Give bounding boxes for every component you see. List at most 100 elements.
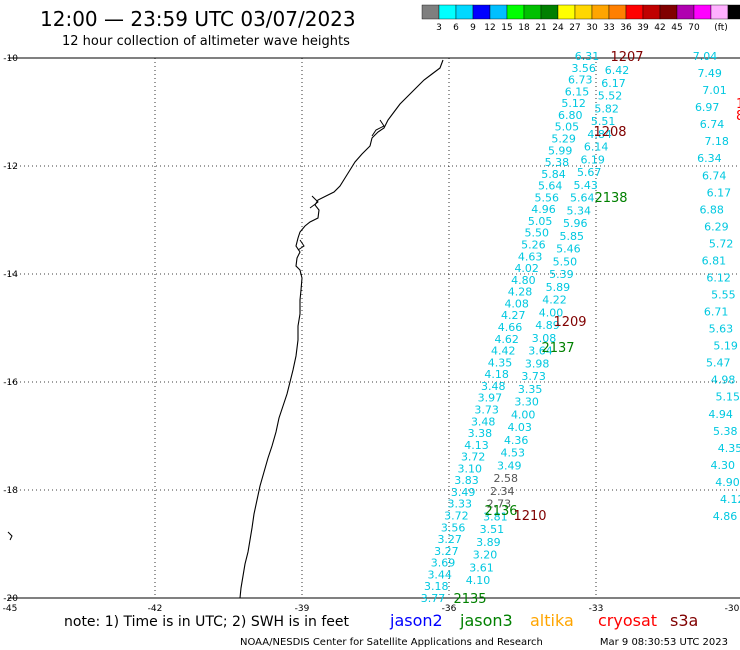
wave-height-value: 3.08 [532, 332, 557, 345]
colorbar-swatch [455, 4, 474, 20]
colorbar-label: 24 [552, 23, 564, 33]
wave-height-value: 4.42 [491, 345, 516, 358]
wave-height-value: 5.51 [591, 115, 616, 128]
wave-height-value: 5.67 [577, 166, 602, 179]
wave-height-value: 6.31 [575, 50, 600, 63]
wave-height-value: 6.74 [700, 118, 725, 131]
colorbar-swatch [489, 4, 508, 20]
colorbar-swatch [540, 4, 559, 20]
wave-height-value: 4.62 [494, 333, 519, 346]
wave-height-colorbar: 3 6 9 12 15 18 21 24 27 30 33 36 39 42 45 70 (ft) [421, 4, 740, 33]
wave-height-value: 4.00 [511, 408, 536, 421]
wave-height-value: 3.30 [514, 396, 539, 409]
legend-jason3: jason3 [459, 611, 513, 630]
wave-height-value: 4.89 [535, 319, 560, 332]
colorbar-swatch [710, 4, 729, 20]
colorbar-swatch [574, 4, 593, 20]
colorbar-swatch [523, 4, 542, 20]
latitude-label: -16 [3, 378, 18, 388]
pass-time-label: 2135 [453, 592, 486, 607]
wave-height-value: 3.44 [427, 568, 452, 581]
wave-height-value: 3.69 [431, 557, 456, 570]
wave-height-value: 5.82 [594, 102, 619, 115]
wave-height-value: 3.73 [474, 404, 499, 417]
coastline-inlet [297, 119, 385, 251]
wave-height-value: 5.39 [549, 268, 574, 281]
wave-height-value: 2.73 [487, 498, 512, 511]
wave-height-value: 5.38 [713, 425, 738, 438]
colorbar-swatch [642, 4, 661, 20]
wave-height-value: 4.18 [484, 368, 509, 381]
wave-height-value: 4.80 [511, 274, 536, 287]
latitude-label: -14 [3, 270, 18, 280]
latitude-label: -18 [3, 486, 18, 496]
pass-time-label: 1208 [593, 125, 626, 140]
wave-height-value: 3.64 [528, 345, 553, 358]
edge-mark: 8 [736, 109, 740, 124]
wave-height-value: 6.42 [605, 64, 630, 77]
wave-height-value: 6.29 [704, 220, 729, 233]
wave-height-value: 4.63 [518, 250, 543, 263]
wave-height-value: 6.17 [707, 186, 732, 199]
wave-height-value: 6.15 [565, 85, 590, 98]
wave-height-value: 3.49 [497, 459, 522, 472]
wave-height-value: 5.52 [598, 90, 623, 103]
wave-height-value: 6.81 [702, 254, 727, 267]
wave-height-value: 6.74 [702, 169, 727, 182]
wave-height-value: 4.30 [711, 459, 736, 472]
wave-height-value: 7.18 [704, 135, 729, 148]
wave-height-value: 4.36 [504, 434, 529, 447]
wave-height-value: 4.90 [715, 476, 740, 489]
wave-height-value: 4.96 [531, 203, 556, 216]
wave-height-value: 5.99 [548, 144, 573, 157]
wave-height-value: 4.22 [542, 294, 567, 307]
wave-height-value: 5.56 [535, 191, 560, 204]
wave-height-value: 4.12 [720, 493, 740, 506]
wave-height-value: 5.85 [560, 230, 585, 243]
colorbar-label: 36 [620, 23, 632, 33]
wave-height-value: 3.48 [471, 415, 496, 428]
pass-time-label: 2137 [541, 341, 574, 356]
wave-height-value: 3.83 [454, 474, 479, 487]
colorbar-label: 27 [569, 23, 580, 33]
colorbar-swatch [557, 4, 576, 20]
wave-height-value: 5.43 [573, 179, 598, 192]
edge-mark: 1 [736, 97, 740, 112]
wave-height-value: 5.47 [706, 357, 731, 370]
colorbar-label: 30 [586, 23, 598, 33]
longitude-label: -39 [295, 604, 310, 614]
wave-height-value: 6.34 [697, 152, 722, 165]
latitude-label: -12 [3, 162, 18, 172]
colorbar-swatch [506, 4, 525, 20]
wave-height-value: 5.50 [525, 227, 550, 240]
wave-height-value: 4.35 [718, 442, 740, 455]
legend-jason2: jason2 [389, 611, 443, 630]
wave-height-value: 6.80 [558, 109, 583, 122]
wave-height-value: 3.35 [518, 383, 543, 396]
wave-height-value: 4.53 [501, 447, 526, 460]
colorbar-label: 12 [484, 23, 495, 33]
wave-height-value: 3.56 [441, 521, 466, 534]
wave-height-value: 5.64 [538, 180, 563, 193]
wave-height-value: 3.89 [476, 536, 501, 549]
pass-time-label: 2138 [594, 191, 627, 206]
colorbar-label: 21 [535, 23, 546, 33]
graticule [8, 58, 740, 598]
note-text: note: 1) Time is in UTC; 2) SWH is in fe… [64, 614, 350, 630]
wave-height-value: 3.61 [469, 561, 494, 574]
longitude-labels: -45 -42 -39 -36 -33 -30 [3, 604, 740, 614]
colorbar-label: 6 [453, 23, 459, 33]
wave-height-value: 3.56 [571, 62, 596, 75]
wave-height-value: 4.35 [488, 356, 513, 369]
coastline [239, 59, 444, 599]
wave-height-value: 4.27 [501, 309, 526, 322]
longitude-label: -36 [442, 604, 457, 614]
wave-height-value: 6.88 [699, 203, 724, 216]
wave-height-value: 5.29 [551, 133, 576, 146]
wave-height-value: 4.86 [713, 510, 738, 523]
wave-height-value: 6.19 [580, 153, 605, 166]
colorbar-swatch [693, 4, 712, 20]
longitude-label: -33 [589, 604, 604, 614]
wave-height-value: 5.55 [711, 289, 736, 302]
